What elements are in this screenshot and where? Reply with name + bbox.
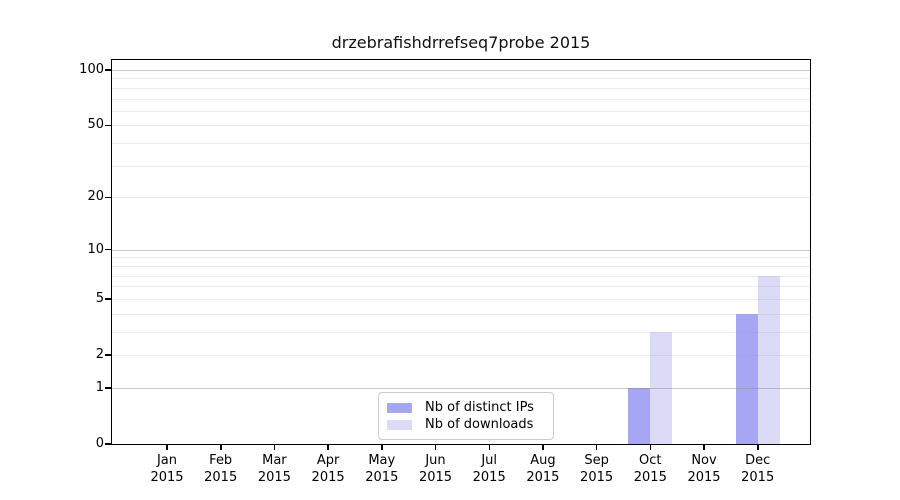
gridline-minor-3	[112, 331, 810, 333]
x-tick-month: Jun	[425, 453, 446, 468]
gridline-minor-20	[112, 197, 810, 199]
gridline-minor-2	[112, 355, 810, 356]
y-tick-0	[105, 443, 112, 445]
gridline-major-100	[112, 70, 810, 71]
legend-swatch-icon	[387, 402, 412, 413]
y-tick-label-10: 10	[87, 241, 104, 257]
plot-area: Nb of distinct IPs Nb of downloads 0 1 2 5 10…	[79, 59, 811, 485]
x-tick-year: 2015	[257, 470, 291, 485]
gridline-minor-40	[112, 143, 810, 145]
x-tick-month: May	[368, 453, 396, 468]
legend-row-ips: Nb of distinct IPs	[387, 399, 544, 416]
legend-label: Nb of downloads	[425, 417, 534, 432]
legend-label: Nb of distinct IPs	[425, 400, 534, 415]
x-tick-jan	[166, 444, 168, 450]
gridline-minor-5	[112, 298, 810, 300]
y-tick-label-2: 2	[95, 347, 104, 362]
x-tick-may	[381, 444, 383, 450]
x-tick-year: 2015	[580, 470, 614, 485]
x-tick-jul	[488, 444, 490, 450]
x-tick-month: Mar	[262, 453, 287, 468]
x-tick-year: 2015	[150, 470, 184, 485]
x-tick-year: 2015	[418, 470, 453, 485]
x-tick-month: Feb	[209, 453, 233, 468]
x-tick-month: Apr	[316, 453, 340, 468]
x-tick-label-jan: Jan 2015	[135, 452, 199, 486]
y-tick-label-100: 100	[79, 62, 104, 77]
x-tick-month: Nov	[691, 453, 717, 468]
gridline-minor-4	[112, 313, 810, 315]
gridline-minor-30	[112, 165, 810, 167]
gridline-minor-6	[112, 286, 810, 288]
x-tick-month: Jul	[481, 453, 498, 468]
x-tick-year: 2015	[687, 470, 721, 485]
x-tick-sep	[595, 444, 598, 450]
x-tick-month: Oct	[639, 453, 662, 468]
bar-downloads-oct	[650, 331, 673, 444]
gridline-minor-70	[112, 98, 810, 100]
gridline-minor-90	[112, 78, 810, 80]
x-tick-year: 2015	[311, 470, 345, 485]
x-tick-aug	[542, 444, 544, 450]
x-tick-year: 2015	[633, 470, 667, 485]
y-tick-label-0: 0	[95, 436, 104, 451]
x-tick-label-mar: Mar 2015	[242, 452, 306, 486]
x-tick-label-may: May 2015	[350, 452, 414, 486]
x-tick-year: 2015	[526, 470, 560, 485]
legend: Nb of distinct IPs Nb of downloads	[378, 392, 554, 440]
x-tick-dec	[757, 444, 759, 450]
x-tick-nov	[703, 444, 705, 450]
bar-ips-dec	[735, 313, 758, 444]
gridline-minor-9	[112, 257, 810, 259]
x-tick-label-aug: Aug 2015	[511, 452, 575, 486]
legend-swatch-icon	[387, 419, 412, 430]
x-tick-month: Dec	[745, 453, 771, 468]
x-tick-year: 2015	[472, 470, 506, 485]
y-tick-label-20: 20	[87, 189, 104, 205]
gridline-minor-60	[112, 110, 810, 112]
x-tick-label-dec: Dec 2015	[726, 452, 790, 486]
y-tick-label-50: 50	[87, 117, 104, 133]
bar-downloads-dec	[757, 275, 780, 444]
chart-title: drzebrafishdrrefseq7probe 2015	[331, 33, 591, 52]
y-tick-10	[105, 248, 112, 251]
x-tick-label-oct: Oct 2015	[618, 452, 682, 486]
bar-ips-oct	[628, 387, 651, 444]
x-tick-label-jun: Jun 2015	[404, 452, 468, 486]
y-tick-50	[105, 124, 112, 127]
x-tick-label-sep: Sep 2015	[565, 452, 629, 486]
x-tick-label-apr: Apr 2015	[296, 452, 360, 486]
gridline-minor-50	[112, 125, 810, 127]
x-tick-feb	[220, 444, 222, 450]
y-tick-5	[105, 298, 112, 300]
y-tick-2	[105, 354, 112, 356]
gridline-major-1	[112, 387, 810, 389]
x-tick-month: Sep	[584, 453, 609, 468]
y-tick-label-5: 5	[95, 290, 104, 306]
x-tick-year: 2015	[204, 470, 238, 485]
x-tick-month: Aug	[530, 453, 556, 468]
x-tick-month: Jan	[156, 453, 178, 468]
x-tick-label-jul: Jul 2015	[457, 452, 521, 486]
gridline-minor-7	[112, 275, 810, 277]
y-tick-100	[105, 69, 112, 71]
x-tick-label-nov: Nov 2015	[672, 452, 736, 486]
gridline-minor-80	[112, 87, 810, 89]
y-tick-label-1: 1	[95, 379, 104, 395]
x-tick-label-feb: Feb 2015	[189, 452, 253, 486]
x-tick-mar	[273, 444, 276, 450]
x-tick-oct	[649, 444, 651, 450]
gridline-major-10	[112, 249, 810, 251]
x-tick-year: 2015	[741, 470, 775, 485]
gridline-minor-8	[112, 265, 810, 267]
y-tick-20	[105, 196, 112, 198]
x-tick-apr	[327, 444, 329, 450]
x-tick-year: 2015	[365, 470, 399, 485]
x-tick-jun	[434, 444, 437, 450]
y-tick-1	[105, 387, 112, 389]
legend-row-downloads: Nb of downloads	[387, 416, 544, 433]
